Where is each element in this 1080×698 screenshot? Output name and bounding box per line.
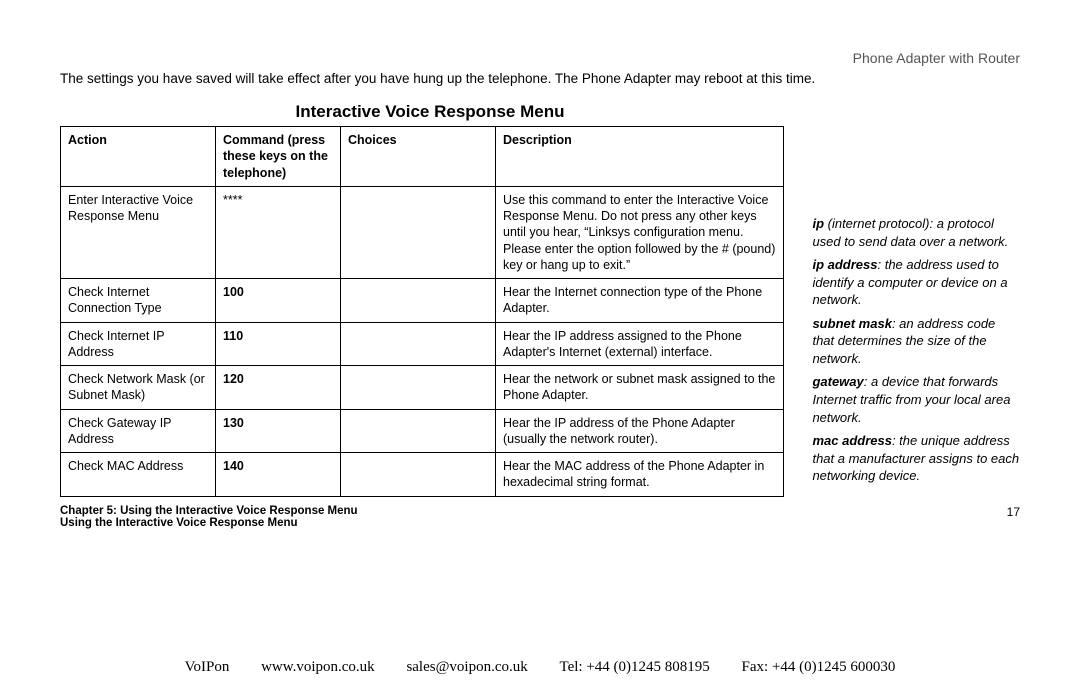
contact-name: VoIPon (185, 659, 230, 675)
table-row: Enter Interactive Voice Response Menu***… (61, 186, 784, 278)
cell-action: Check Internet IP Address (61, 322, 216, 366)
ivr-table: Action Command (press these keys on the … (60, 126, 784, 497)
intro-paragraph: The settings you have saved will take ef… (60, 70, 820, 88)
contact-web: www.voipon.co.uk (261, 659, 375, 675)
cell-command: 120 (216, 366, 341, 410)
cell-choices (341, 366, 496, 410)
cell-action: Check Network Mask (or Subnet Mask) (61, 366, 216, 410)
cell-description: Hear the IP address of the Phone Adapter… (496, 409, 784, 453)
definition-term: mac address (812, 433, 892, 448)
cell-description: Hear the MAC address of the Phone Adapte… (496, 453, 784, 497)
table-row: Check Network Mask (or Subnet Mask)120 He… (61, 366, 784, 410)
table-row: Check Gateway IP Address130 Hear the IP a… (61, 409, 784, 453)
table-row: Check Internet Connection Type100 Hear th… (61, 279, 784, 323)
table-header-row: Action Command (press these keys on the … (61, 127, 784, 187)
cell-description: Hear the Internet connection type of the… (496, 279, 784, 323)
cell-choices (341, 322, 496, 366)
cell-choices (341, 186, 496, 278)
footer-meta: 17 Chapter 5: Using the Interactive Voic… (60, 505, 1020, 529)
definition-term: subnet mask (812, 316, 891, 331)
definitions-sidebar: ip (internet protocol): a protocol used … (812, 215, 1020, 491)
cell-action: Check MAC Address (61, 453, 216, 497)
cell-choices (341, 279, 496, 323)
col-description: Description (496, 127, 784, 187)
cell-command: 100 (216, 279, 341, 323)
definition-item: ip (internet protocol): a protocol used … (812, 215, 1020, 250)
cell-command: 110 (216, 322, 341, 366)
cell-command: 130 (216, 409, 341, 453)
definition-item: mac address: the unique address that a m… (812, 432, 1020, 485)
col-command: Command (press these keys on the telepho… (216, 127, 341, 187)
definition-extra: (internet protocol) (824, 216, 930, 231)
contact-tel: Tel: +44 (0)1245 808195 (559, 659, 709, 675)
product-name: Phone Adapter with Router (853, 50, 1020, 66)
cell-choices (341, 453, 496, 497)
cell-command: 140 (216, 453, 341, 497)
contact-fax: Fax: +44 (0)1245 600030 (742, 659, 896, 675)
contact-email: sales@voipon.co.uk (406, 659, 527, 675)
definition-item: subnet mask: an address code that determ… (812, 315, 1020, 368)
col-choices: Choices (341, 127, 496, 187)
cell-choices (341, 409, 496, 453)
cell-command: **** (216, 186, 341, 278)
table-row: Check Internet IP Address110 Hear the IP … (61, 322, 784, 366)
cell-description: Hear the network or subnet mask assigned… (496, 366, 784, 410)
page-number: 17 (1007, 505, 1020, 519)
contact-footer: VoIPon www.voipon.co.uk sales@voipon.co.… (0, 659, 1080, 676)
definition-item: gateway: a device that forwards Internet… (812, 373, 1020, 426)
cell-action: Enter Interactive Voice Response Menu (61, 186, 216, 278)
cell-description: Use this command to enter the Interactiv… (496, 186, 784, 278)
cell-action: Check Internet Connection Type (61, 279, 216, 323)
definition-term: ip address (812, 257, 877, 272)
table-title: Interactive Voice Response Menu (60, 102, 800, 122)
cell-description: Hear the IP address assigned to the Phon… (496, 322, 784, 366)
footer-chapter: Chapter 5: Using the Interactive Voice R… (60, 505, 1020, 517)
definition-item: ip address: the address used to identify… (812, 256, 1020, 309)
definition-term: gateway (812, 374, 863, 389)
footer-section: Using the Interactive Voice Response Men… (60, 517, 1020, 529)
table-row: Check MAC Address140 Hear the MAC address… (61, 453, 784, 497)
col-action: Action (61, 127, 216, 187)
cell-action: Check Gateway IP Address (61, 409, 216, 453)
definition-term: ip (812, 216, 824, 231)
